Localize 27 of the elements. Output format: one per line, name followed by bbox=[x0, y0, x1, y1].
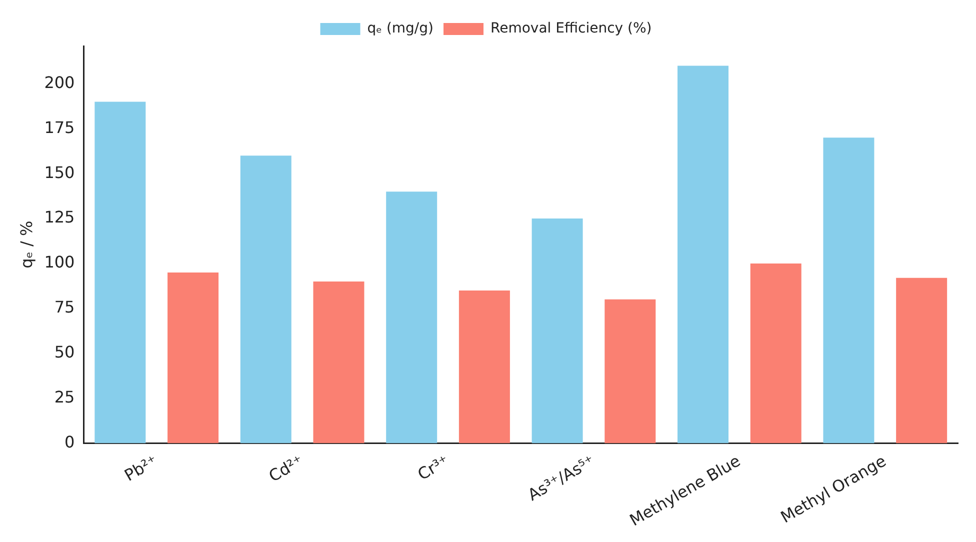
bar bbox=[94, 102, 146, 444]
y-tick-label: 150 bbox=[44, 162, 75, 182]
y-tick-label: 100 bbox=[44, 252, 75, 272]
bar bbox=[386, 192, 438, 444]
bar bbox=[678, 66, 729, 444]
bar bbox=[896, 278, 948, 444]
y-tick-label: 25 bbox=[54, 387, 75, 406]
bar bbox=[168, 272, 219, 444]
y-tick-label: 75 bbox=[54, 298, 75, 317]
bar bbox=[313, 281, 364, 444]
y-tick-label: 200 bbox=[44, 72, 75, 92]
y-axis-title: qₑ / % bbox=[16, 220, 36, 268]
bar bbox=[750, 263, 802, 444]
legend-label: qₑ (mg/g) bbox=[367, 20, 434, 37]
legend-label: Removal Efficiency (%) bbox=[490, 20, 652, 37]
bar bbox=[604, 299, 656, 444]
x-tick-label: Pb²⁺ bbox=[121, 451, 161, 485]
y-tick-label: 0 bbox=[64, 432, 75, 452]
y-tick-label: 175 bbox=[44, 118, 75, 137]
y-tick-label: 50 bbox=[54, 342, 75, 362]
bar bbox=[823, 138, 874, 444]
bar bbox=[458, 290, 510, 444]
y-tick-label: 125 bbox=[44, 208, 75, 227]
bar bbox=[240, 156, 292, 444]
bar bbox=[532, 218, 583, 444]
x-tick-label: Cd²⁺ bbox=[266, 451, 306, 486]
x-tick-label: Cr³⁺ bbox=[414, 451, 452, 484]
